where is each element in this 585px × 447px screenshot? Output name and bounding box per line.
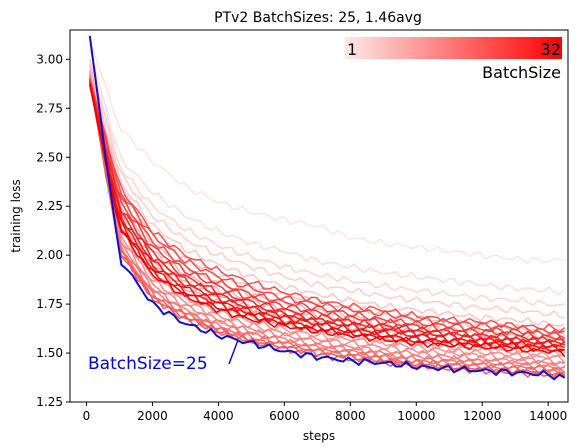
x-tick-label-4000: 4000 xyxy=(203,409,234,423)
series-line-batch-22 xyxy=(89,78,565,335)
x-tick-label-2000: 2000 xyxy=(137,409,168,423)
y-axis-label: training loss xyxy=(9,179,23,252)
y-tick-label-0: 1.25 xyxy=(36,395,63,409)
x-tick-label-12000: 12000 xyxy=(463,409,501,423)
x-tick-label-14000: 14000 xyxy=(529,409,567,423)
x-tick-label-6000: 6000 xyxy=(269,409,300,423)
colorbar-bar xyxy=(345,37,562,59)
y-tick-label-7: 3.00 xyxy=(36,52,63,66)
y-axis: 1.25 1.50 1.75 2.00 2.25 2.50 2.75 3.00 xyxy=(36,52,70,409)
chart-title: PTv2 BatchSizes: 25, 1.46avg xyxy=(214,10,422,26)
colorbar-max-label: 32 xyxy=(541,40,561,59)
highlight-annotation: BatchSize=25 xyxy=(88,339,239,374)
series-line-batch-16 xyxy=(89,78,566,372)
colorbar-legend: 1 32 BatchSize xyxy=(345,37,562,82)
x-tick-label-8000: 8000 xyxy=(335,409,366,423)
series-line-batch-23 xyxy=(89,78,566,339)
x-axis-label: steps xyxy=(303,429,335,443)
y-tick-label-3: 2.00 xyxy=(36,248,63,262)
x-tick-label-0: 0 xyxy=(83,409,91,423)
series-line-batch-5 xyxy=(89,63,565,327)
colorbar-min-label: 1 xyxy=(347,40,357,59)
y-tick-label-1: 1.50 xyxy=(36,346,63,360)
plot-area xyxy=(88,35,566,381)
y-tick-label-4: 2.25 xyxy=(36,199,63,213)
series-line-batch-17 xyxy=(89,78,566,374)
axes-frame xyxy=(69,29,569,403)
x-tick-label-10000: 10000 xyxy=(397,409,435,423)
series-line-batch-20 xyxy=(89,80,566,379)
highlight-pointer xyxy=(228,339,239,365)
series-line-batch-1 xyxy=(89,39,566,265)
series-line-batch-4 xyxy=(89,59,565,319)
highlight-line xyxy=(88,35,566,381)
series-line-batch-28 xyxy=(89,82,566,348)
series-line-batch-3 xyxy=(89,59,565,307)
series-line-batch-26 xyxy=(89,80,566,344)
series-line-batch-14 xyxy=(89,76,565,367)
y-tick-label-6: 2.75 xyxy=(36,101,63,115)
series-line-batch-32 xyxy=(89,84,566,358)
series-line-batch-2 xyxy=(89,49,566,296)
highlight-label: BatchSize=25 xyxy=(88,354,208,374)
y-tick-label-5: 2.50 xyxy=(36,150,63,164)
x-axis: 0 2000 4000 6000 8000 10000 12000 14000 xyxy=(83,402,567,423)
y-tick-label-2: 1.75 xyxy=(36,297,63,311)
series-line-batch-13 xyxy=(89,74,565,365)
colorbar-title: BatchSize xyxy=(482,63,561,82)
